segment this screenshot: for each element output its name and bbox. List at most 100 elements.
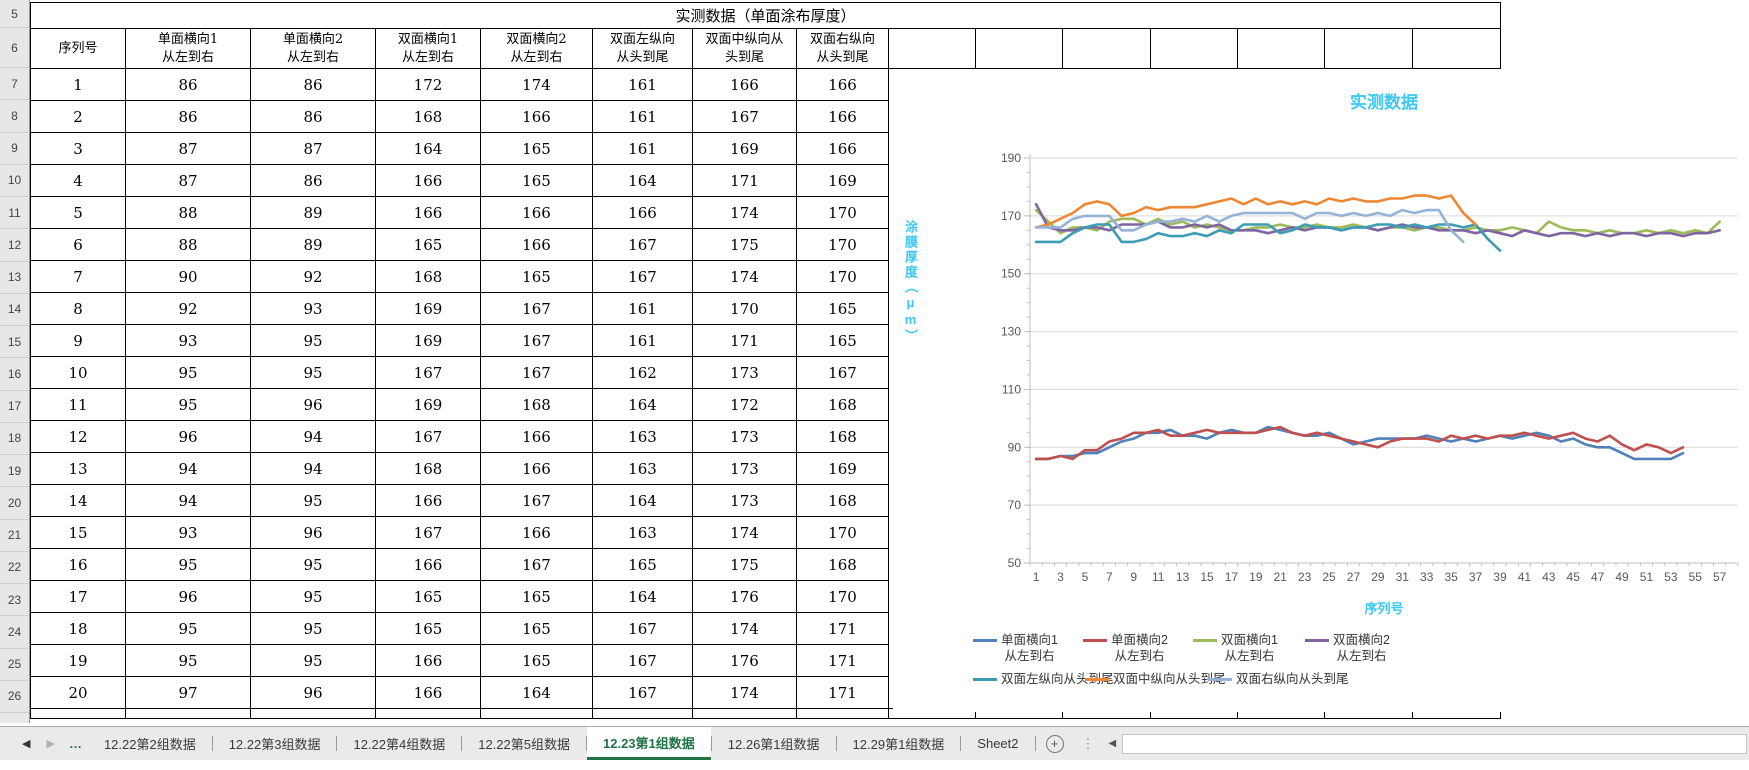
row-number[interactable]: 21 <box>0 520 29 552</box>
table-cell[interactable]: 95 <box>125 612 251 645</box>
empty-cell[interactable] <box>592 708 693 719</box>
table-cell[interactable]: 86 <box>125 68 251 101</box>
table-cell[interactable]: 176 <box>692 644 797 677</box>
table-cell[interactable]: 166 <box>375 164 481 197</box>
sheet-nav-right-icon[interactable]: ▶ <box>46 738 55 750</box>
table-cell[interactable]: 20 <box>30 676 126 709</box>
table-cell[interactable]: 171 <box>692 324 797 357</box>
table-cell[interactable]: 166 <box>375 484 481 517</box>
table-cell[interactable]: 166 <box>692 68 797 101</box>
table-cell[interactable]: 174 <box>692 196 797 229</box>
table-cell[interactable]: 95 <box>250 548 376 581</box>
sheet-tab-12.22第2组数据[interactable]: 12.22第2组数据 <box>103 737 196 752</box>
row-number[interactable]: 19 <box>0 455 29 488</box>
row-number[interactable]: 10 <box>0 165 29 197</box>
table-cell[interactable]: 4 <box>30 164 126 197</box>
table-cell[interactable]: 166 <box>796 68 889 101</box>
table-cell[interactable]: 93 <box>125 516 251 549</box>
table-cell[interactable]: 166 <box>480 228 593 261</box>
table-cell[interactable]: 89 <box>250 228 376 261</box>
table-cell[interactable]: 165 <box>375 580 481 613</box>
table-cell[interactable]: 171 <box>796 644 889 677</box>
table-cell[interactable]: 170 <box>796 260 889 293</box>
table-cell[interactable]: 165 <box>480 260 593 293</box>
table-cell[interactable]: 162 <box>592 356 693 389</box>
table-cell[interactable]: 165 <box>480 164 593 197</box>
sheet-tab-12.22第5组数据[interactable]: 12.22第5组数据 <box>478 737 570 752</box>
table-cell[interactable]: 19 <box>30 644 126 677</box>
table-cell[interactable]: 167 <box>480 292 593 325</box>
table-cell[interactable]: 12 <box>30 420 126 453</box>
table-cell[interactable]: 166 <box>480 516 593 549</box>
table-cell[interactable]: 163 <box>592 452 693 485</box>
table-cell[interactable]: 95 <box>250 612 376 645</box>
table-cell[interactable]: 166 <box>375 676 481 709</box>
table-cell[interactable]: 168 <box>375 452 481 485</box>
table-cell[interactable]: 171 <box>796 676 889 709</box>
table-cell[interactable]: 173 <box>692 484 797 517</box>
table-cell[interactable]: 163 <box>592 516 693 549</box>
table-cell[interactable]: 167 <box>480 324 593 357</box>
table-cell[interactable]: 167 <box>480 356 593 389</box>
table-cell[interactable]: 96 <box>125 420 251 453</box>
table-cell[interactable]: 94 <box>250 452 376 485</box>
table-cell[interactable]: 3 <box>30 132 126 165</box>
table-cell[interactable]: 94 <box>125 484 251 517</box>
table-cell[interactable]: 166 <box>480 452 593 485</box>
add-sheet-button[interactable]: + <box>1045 734 1064 753</box>
table-cell[interactable]: 86 <box>250 100 376 133</box>
empty-cell[interactable] <box>375 708 481 719</box>
empty-header-cell[interactable] <box>975 28 1063 69</box>
table-cell[interactable]: 165 <box>592 548 693 581</box>
table-cell[interactable]: 94 <box>125 452 251 485</box>
sheet-nav-left-icon[interactable]: ◀ <box>22 738 31 750</box>
table-cell[interactable]: 170 <box>692 292 797 325</box>
empty-cell[interactable] <box>125 708 251 719</box>
table-cell[interactable]: 173 <box>692 420 797 453</box>
table-cell[interactable]: 164 <box>592 580 693 613</box>
table-cell[interactable]: 161 <box>592 292 693 325</box>
table-cell[interactable]: 14 <box>30 484 126 517</box>
table-cell[interactable]: 164 <box>592 484 693 517</box>
table-cell[interactable]: 88 <box>125 228 251 261</box>
table-cell[interactable]: 165 <box>480 644 593 677</box>
table-cell[interactable]: 169 <box>796 164 889 197</box>
table-cell[interactable]: 97 <box>125 676 251 709</box>
table-cell[interactable]: 15 <box>30 516 126 549</box>
table-cell[interactable]: 161 <box>592 68 693 101</box>
table-cell[interactable]: 6 <box>30 228 126 261</box>
table-cell[interactable]: 10 <box>30 356 126 389</box>
table-cell[interactable]: 170 <box>796 196 889 229</box>
table-cell[interactable]: 96 <box>250 676 376 709</box>
table-cell[interactable]: 172 <box>692 388 797 421</box>
table-cell[interactable]: 161 <box>592 132 693 165</box>
table-cell[interactable]: 168 <box>796 484 889 517</box>
sheet-title-cell[interactable]: 实测数据（单面涂布厚度） <box>29 2 1502 29</box>
table-cell[interactable]: 169 <box>692 132 797 165</box>
table-cell[interactable]: 11 <box>30 388 126 421</box>
sheet-tab-12.22第4组数据[interactable]: 12.22第4组数据 <box>353 737 446 752</box>
empty-cell[interactable] <box>250 708 376 719</box>
column-header[interactable]: 双面右纵向 从头到尾 <box>796 28 889 69</box>
table-cell[interactable]: 95 <box>250 580 376 613</box>
row-number[interactable]: 18 <box>0 423 29 455</box>
table-cell[interactable]: 166 <box>375 196 481 229</box>
table-cell[interactable]: 165 <box>796 292 889 325</box>
table-cell[interactable]: 169 <box>796 452 889 485</box>
row-number[interactable]: 15 <box>0 326 29 359</box>
table-cell[interactable]: 164 <box>592 388 693 421</box>
table-cell[interactable]: 165 <box>796 324 889 357</box>
table-cell[interactable]: 164 <box>375 132 481 165</box>
row-number[interactable]: 26 <box>0 681 29 713</box>
table-cell[interactable]: 175 <box>692 228 797 261</box>
sheet-tab-Sheet2[interactable]: Sheet2 <box>977 736 1019 751</box>
table-cell[interactable]: 95 <box>125 356 251 389</box>
row-number[interactable]: 5 <box>0 0 29 28</box>
sheet-tab-12.26第1组数据[interactable]: 12.26第1组数据 <box>727 737 820 752</box>
table-cell[interactable]: 165 <box>480 132 593 165</box>
table-cell[interactable]: 93 <box>250 292 376 325</box>
table-cell[interactable]: 95 <box>125 548 251 581</box>
table-cell[interactable]: 171 <box>692 164 797 197</box>
table-cell[interactable]: 165 <box>480 580 593 613</box>
column-header[interactable]: 双面中纵向从 头到尾 <box>692 28 797 69</box>
